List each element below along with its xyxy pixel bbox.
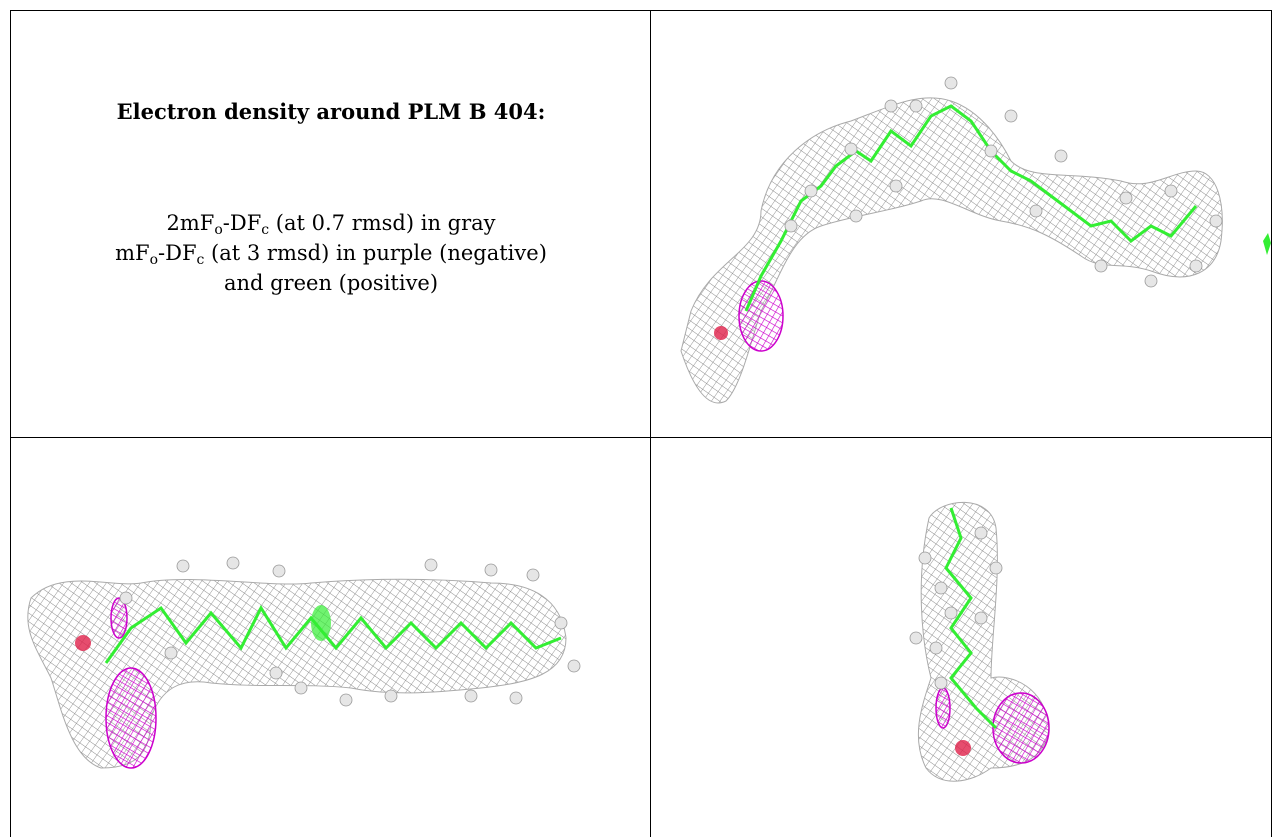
hydrogen-atoms [909, 526, 1003, 690]
molecule-render [27, 556, 581, 769]
caption-line-1: 2mFo-DFc (at 0.7 rmsd) in gray [11, 208, 651, 238]
density-mesh [680, 97, 1223, 404]
figure-grid: Electron density around PLM B 404: 2mFo-… [10, 10, 1272, 837]
density-view-top-right [650, 10, 1272, 437]
negative-density-blob [110, 597, 128, 639]
caption-cell: Electron density around PLM B 404: 2mFo-… [10, 10, 650, 437]
caption-text: (at 0.7 rmsd) in gray [269, 211, 496, 235]
positive-density-blob [1263, 233, 1271, 255]
caption-line-3: and green (positive) [223, 271, 439, 295]
density-view-bottom-left [10, 437, 650, 837]
negative-density-blob [738, 280, 784, 352]
caption-subscript: o [214, 222, 223, 238]
ligand-chain [104, 604, 562, 664]
caption-text: (at 3 rmsd) in purple (negative) [204, 241, 547, 265]
hydrogen-atoms [119, 556, 581, 707]
ligand-chain [944, 507, 998, 730]
caption-text: -DF [222, 211, 262, 235]
caption-subscript: c [261, 222, 270, 238]
caption-text: -DF [158, 241, 197, 265]
negative-density-blob [105, 667, 157, 769]
molecule-render [680, 76, 1271, 404]
density-mesh [27, 578, 567, 769]
caption-subscript: c [196, 252, 205, 268]
oxygen-atom [714, 326, 728, 340]
oxygen-atom [75, 635, 91, 651]
ligand-chain [744, 104, 1198, 312]
caption-text: mF [115, 241, 150, 265]
caption-text: 2mF [166, 211, 215, 235]
figure-caption: 2mFo-DFc (at 0.7 rmsd) in gray mFo-DFc (… [11, 208, 651, 298]
oxygen-atom [955, 740, 971, 756]
figure-title: Electron density around PLM B 404: [116, 99, 546, 124]
negative-density-blob [992, 692, 1050, 764]
positive-density-blob [311, 605, 331, 641]
caption-subscript: o [149, 252, 159, 268]
caption-line-2: mFo-DFc (at 3 rmsd) in purple (negative) [11, 238, 651, 268]
density-view-bottom-right [650, 437, 1272, 837]
negative-density-blob [935, 687, 951, 729]
molecule-render [909, 501, 1050, 782]
hydrogen-atoms [784, 76, 1223, 288]
